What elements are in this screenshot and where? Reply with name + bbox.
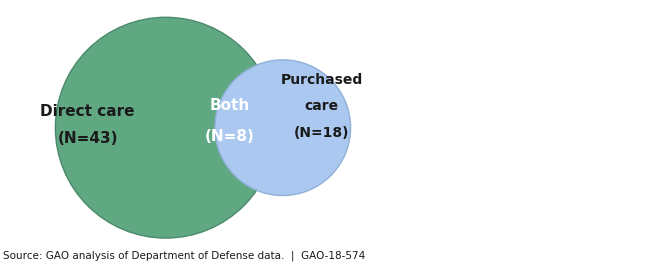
Text: Source: GAO analysis of Department of Defense data.  |  GAO-18-574: Source: GAO analysis of Department of De… xyxy=(3,250,365,261)
Text: care: care xyxy=(305,99,339,113)
Ellipse shape xyxy=(55,17,276,238)
Text: (N=43): (N=43) xyxy=(57,131,118,146)
Text: Purchased: Purchased xyxy=(281,73,363,87)
Text: Both: Both xyxy=(209,98,250,113)
Text: (N=8): (N=8) xyxy=(205,130,254,144)
Text: Direct care: Direct care xyxy=(40,104,135,119)
Ellipse shape xyxy=(215,60,350,196)
Text: (N=18): (N=18) xyxy=(294,126,350,140)
